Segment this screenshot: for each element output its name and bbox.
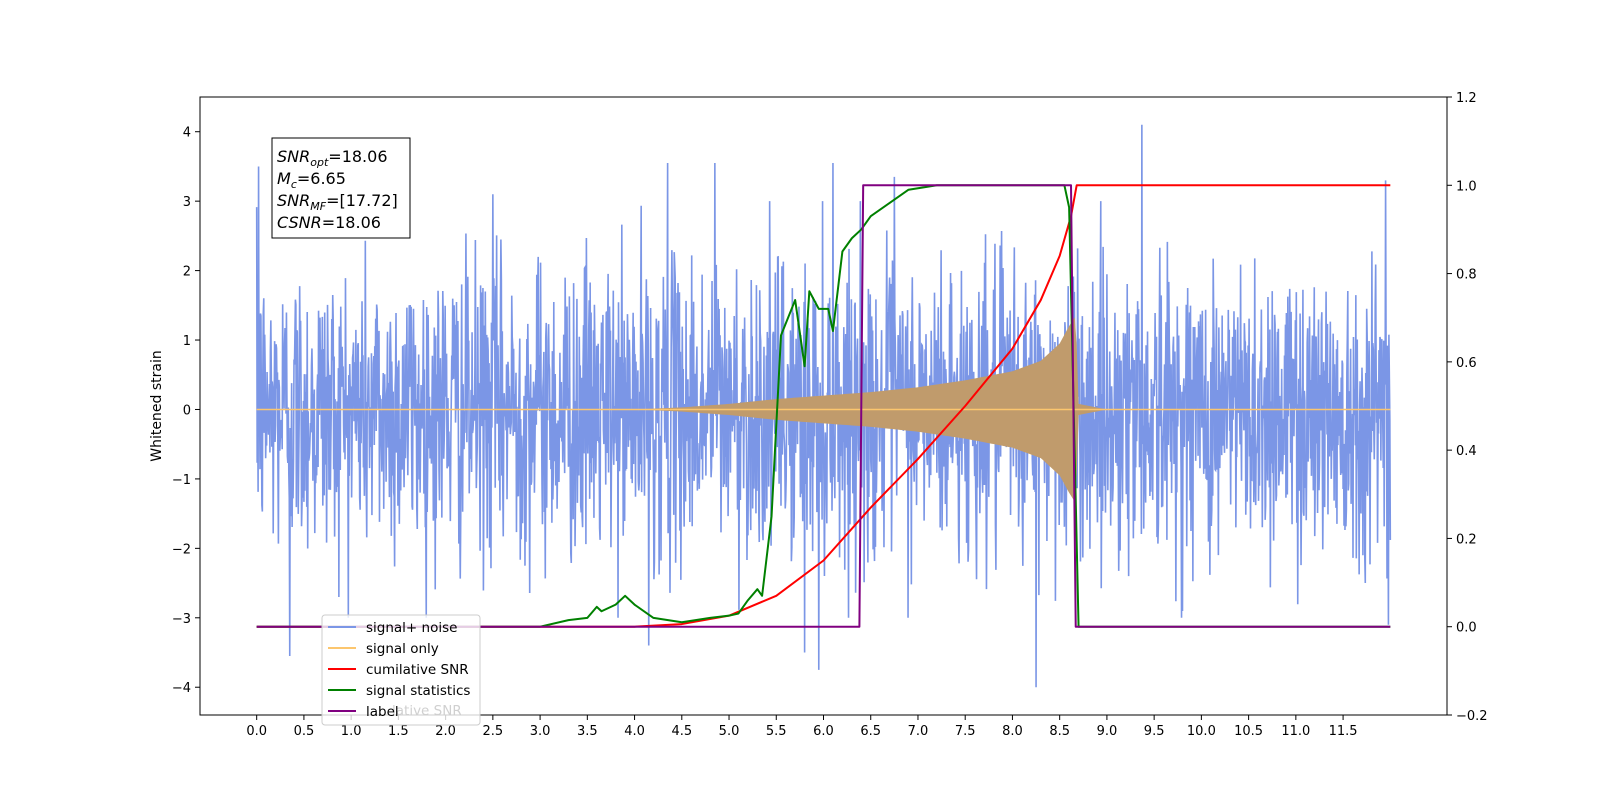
y-axis-left: −4 −3 −2 −1 0 1 2 3 4: [172, 126, 200, 696]
series-signal-statistics-line: [256, 184, 1391, 628]
x-tick-label: 5.5: [766, 724, 787, 739]
x-tick-label: 9.5: [1144, 724, 1165, 739]
y-left-tick-label: 0: [183, 403, 191, 418]
x-tick-label: 3.5: [577, 724, 598, 739]
y-left-tick-label: 3: [183, 195, 191, 210]
x-tick-label: 11.5: [1329, 724, 1358, 739]
y-right-tick-label: −0.2: [1456, 709, 1488, 724]
y-right-tick-label: 0.4: [1456, 444, 1477, 459]
annotation-line: CSNR=18.06: [277, 213, 381, 232]
x-tick-label: 4.5: [671, 724, 692, 739]
y-left-tick-label: 4: [183, 126, 191, 141]
y-left-tick-label: −2: [172, 542, 191, 557]
annotation-value: =[17.72]: [326, 191, 398, 210]
stats-annotation-box: SNRopt=18.06Mc=6.65SNRMF=[17.72]CSNR=18.…: [271, 137, 411, 239]
legend-label: signal only: [366, 641, 439, 657]
y-left-tick-label: −1: [172, 473, 191, 488]
series-cumulative-snr-line: [256, 184, 1391, 628]
annotation-value: =6.65: [297, 169, 346, 188]
legend-label: label: [366, 704, 399, 720]
x-tick-label: 0.0: [246, 724, 267, 739]
y-right-tick-label: 1.0: [1456, 179, 1477, 194]
y-left-tick-label: −3: [172, 612, 191, 627]
annotation-symbol: M: [277, 169, 291, 188]
y-left-tick-label: −4: [172, 681, 191, 696]
annotation-symbol: CSNR: [277, 213, 322, 232]
annotation-value: =18.06: [328, 147, 387, 166]
x-tick-label: 2.0: [435, 724, 456, 739]
x-tick-label: 7.0: [908, 724, 929, 739]
y-right-tick-label: 1.2: [1456, 91, 1477, 106]
legend-ghost-text: lative SNR: [392, 703, 462, 719]
annotation-subscript: c: [291, 178, 297, 191]
annotation-line: SNRMF=[17.72]: [277, 191, 398, 213]
x-tick-label: 0.5: [294, 724, 315, 739]
x-tick-label: 1.5: [388, 724, 409, 739]
legend-label: signal+ noise: [366, 620, 457, 636]
annotation-frame: [271, 137, 411, 239]
legend: lative SNR signal+ noise signal only cumila…: [321, 614, 481, 726]
annotation-line: SNRopt=18.06: [277, 147, 388, 169]
x-axis: 0.0 0.5 1.0 1.5 2.0 2.5 3.0 3.5 4.0 4.5 5.0 5.5 6.0 6…: [246, 715, 1358, 739]
annotation-value: =18.06: [322, 213, 381, 232]
legend-label: cumilative SNR: [366, 662, 469, 678]
series-label-line: [256, 184, 1391, 628]
annotation-subscript: MF: [310, 200, 326, 213]
annotation-symbol: SNR: [277, 147, 310, 166]
y-right-tick-label: 0.8: [1456, 268, 1477, 283]
x-tick-label: 5.0: [719, 724, 740, 739]
x-tick-label: 8.0: [1002, 724, 1023, 739]
legend-frame: [321, 614, 481, 726]
x-tick-label: 6.5: [860, 724, 881, 739]
series-signal-noise-line: [255, 124, 1392, 688]
legend-label: signal statistics: [366, 683, 470, 699]
y-left-tick-label: 2: [183, 265, 191, 280]
annotation-symbol: SNR: [277, 191, 310, 210]
x-tick-label: 10.5: [1234, 724, 1263, 739]
x-tick-label: 4.0: [624, 724, 645, 739]
x-tick-label: 11.0: [1281, 724, 1310, 739]
y-axis-right: −0.2 0.0 0.2 0.4 0.6 0.8 1.0 1.2: [1447, 91, 1488, 724]
annotation-line: Mc=6.65: [277, 169, 346, 191]
y-left-tick-label: 1: [183, 334, 191, 349]
y-right-tick-label: 0.2: [1456, 532, 1477, 547]
x-tick-label: 3.0: [530, 724, 551, 739]
x-tick-label: 1.0: [341, 724, 362, 739]
annotation-subscript: opt: [310, 156, 329, 169]
x-tick-label: 10.0: [1187, 724, 1216, 739]
x-tick-label: 8.5: [1049, 724, 1070, 739]
x-tick-label: 7.5: [955, 724, 976, 739]
y-right-tick-label: 0.6: [1456, 356, 1477, 371]
y-axis-label: Whitened strain: [149, 350, 165, 461]
x-tick-label: 9.0: [1097, 724, 1118, 739]
y-right-tick-label: 0.0: [1456, 621, 1477, 636]
x-tick-label: 2.5: [483, 724, 504, 739]
x-tick-label: 6.0: [813, 724, 834, 739]
